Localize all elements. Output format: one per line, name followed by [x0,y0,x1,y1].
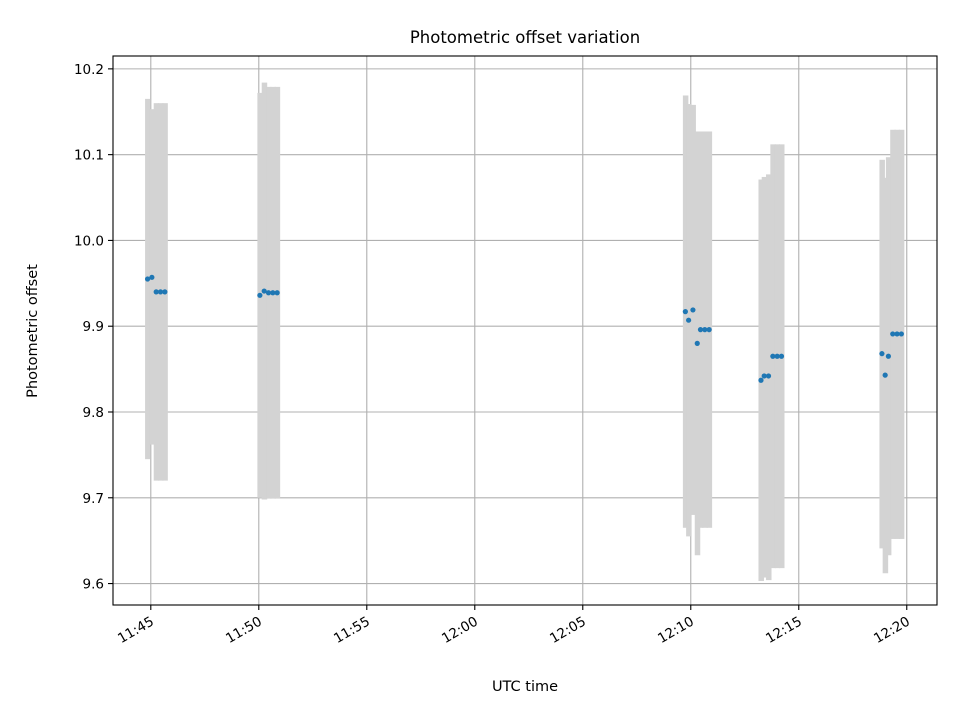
data-point [686,317,692,323]
data-point [882,372,888,378]
data-point [890,331,896,337]
data-point [697,327,704,333]
y-tick-label: 9.7 [83,491,104,507]
y-tick-label: 10.0 [74,233,104,249]
y-tick-label: 10.2 [74,62,104,78]
data-point [153,289,159,295]
y-tick-label: 9.9 [83,319,104,335]
plot-frame [112,55,938,606]
data-point [885,353,892,359]
data-point [265,290,272,296]
data-point [162,289,168,295]
data-point [682,309,688,315]
y-axis-ticks: 9.6 9.7 9.8 9.9 10.0 10.1 10.2 [74,62,113,593]
data-point [706,327,712,333]
data-point [765,373,772,379]
y-tick-label: 10.1 [74,148,104,164]
data-points [144,274,904,383]
data-point [774,353,780,359]
data-point [894,331,900,337]
data-point [149,274,155,280]
data-point [144,276,151,282]
data-point [758,377,764,383]
data-point [270,290,276,296]
data-point [770,353,776,359]
y-tick-label: 9.8 [83,405,104,421]
data-point [898,331,904,337]
x-axis-label: UTC time [492,679,558,695]
data-point [257,292,263,298]
chart-title: Photometric offset variation [410,28,640,47]
data-point [702,327,708,333]
data-point [879,351,885,357]
y-axis-label: Photometric offset [25,264,41,398]
data-point [157,289,164,295]
data-point [274,290,280,296]
y-tick-label: 9.6 [83,577,104,593]
data-point [261,288,267,294]
data-point [690,307,696,313]
data-point [778,353,785,359]
data-point [761,373,767,379]
data-point [694,340,700,346]
